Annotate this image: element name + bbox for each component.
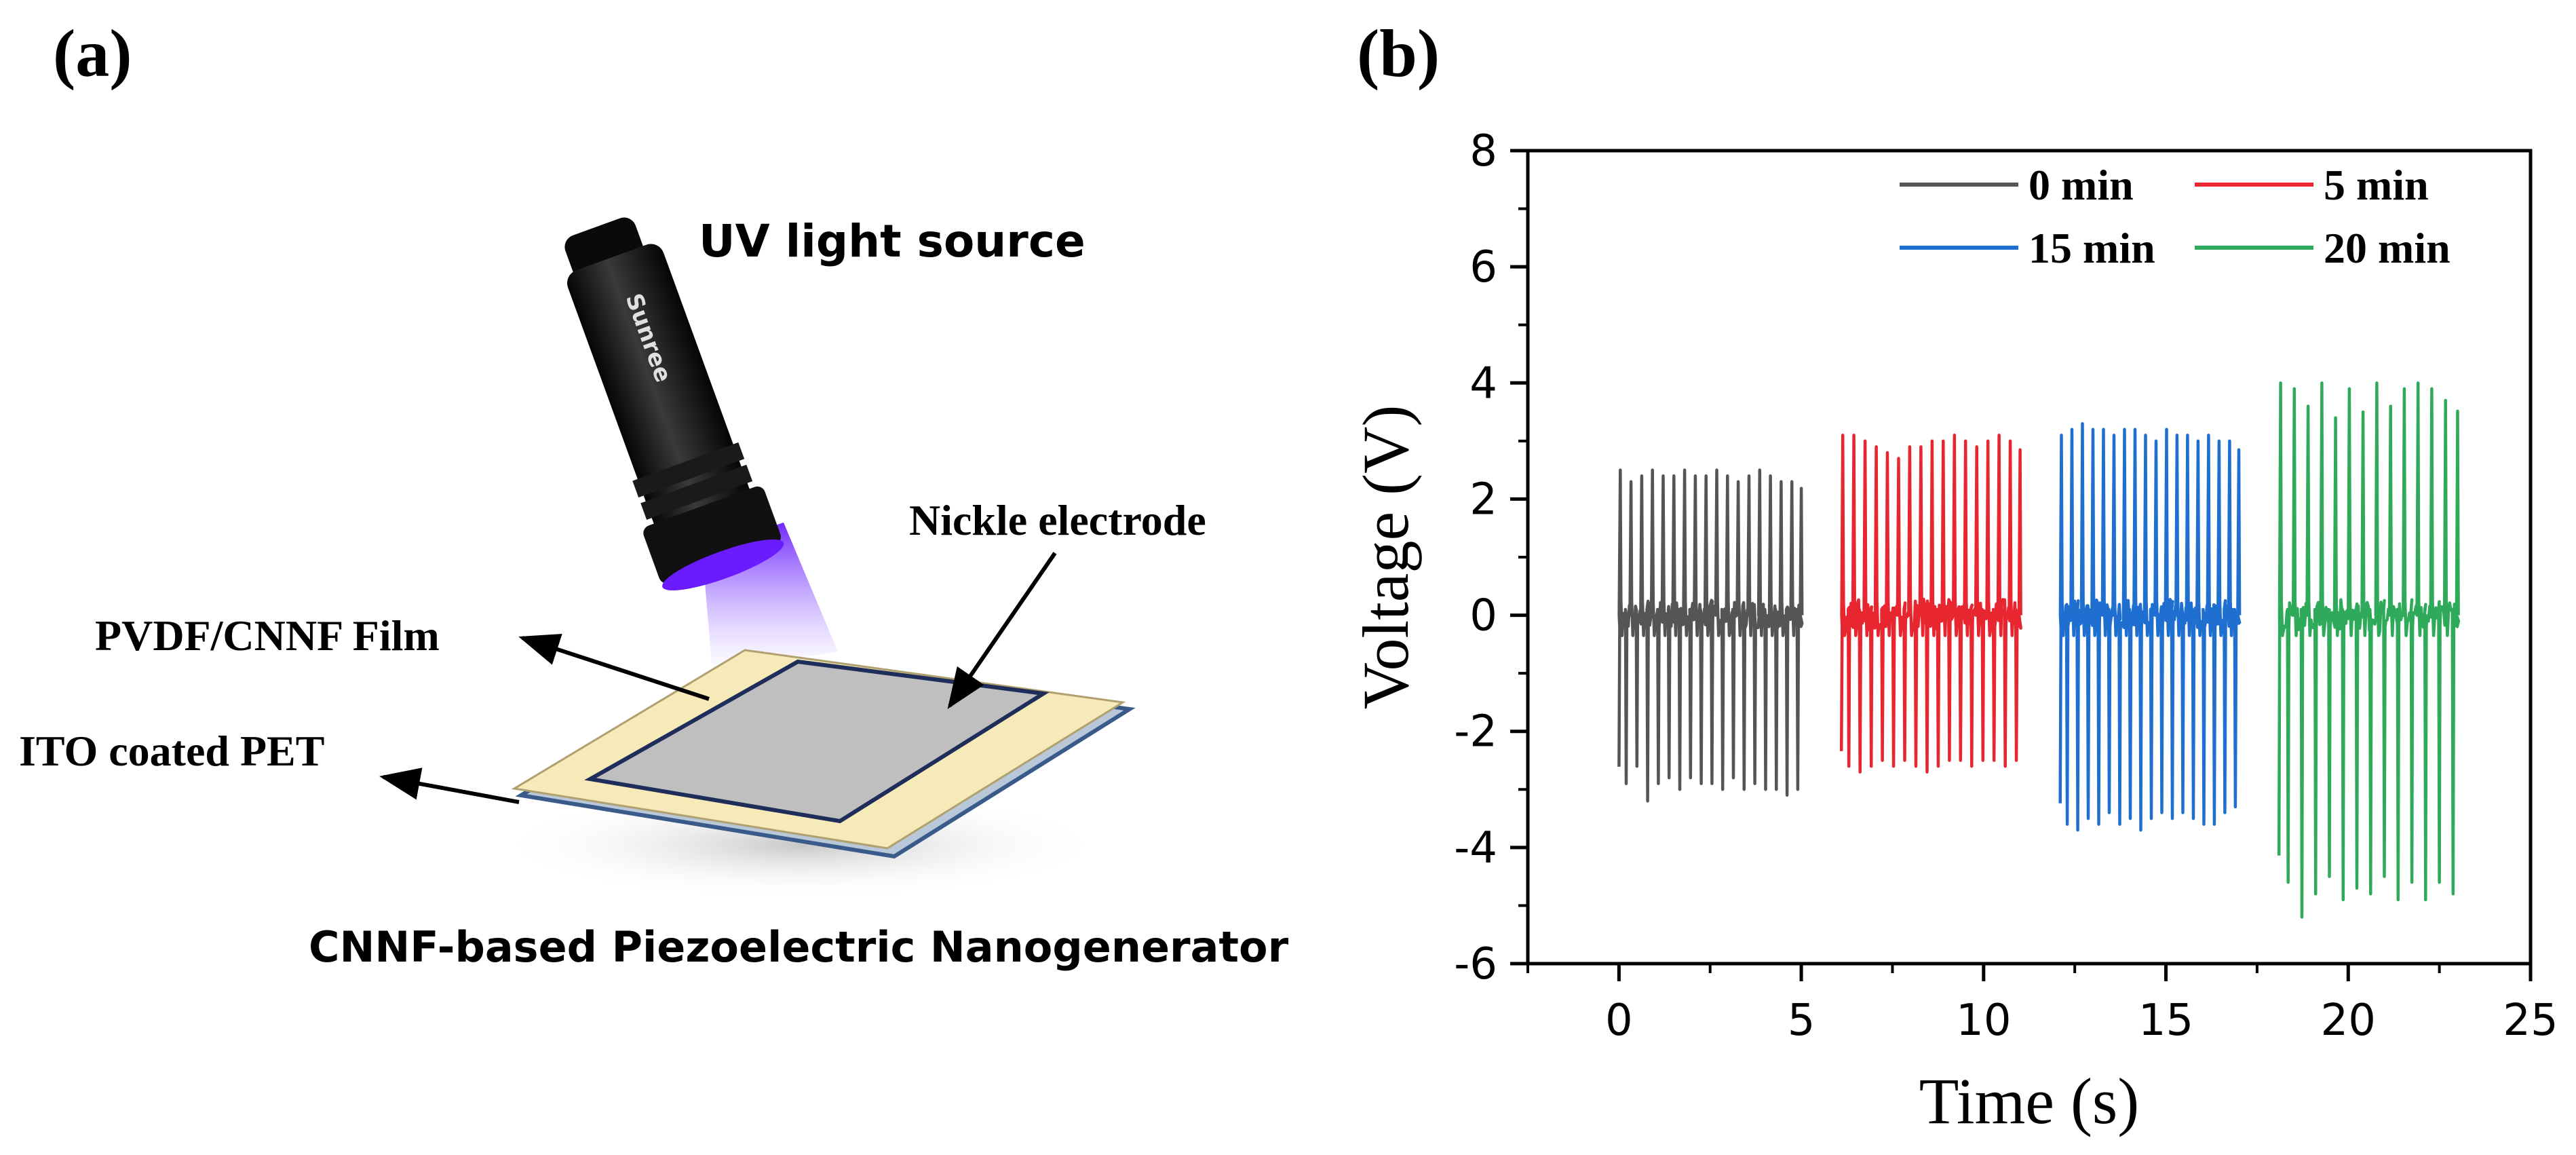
x-tick-label: 25 [2503, 996, 2558, 1046]
x-tick-label: 0 [1605, 996, 1633, 1046]
uv-light-source-label: UV light source [699, 215, 1085, 267]
series-layer [1617, 381, 2461, 919]
panel-b: (b) 0 5 10 15 20 25 -6 -4 -2 0 2 4 6 8 Time (s) Volt… [1349, 16, 2558, 1137]
series-line-20-min [2277, 381, 2461, 919]
x-axis: 0 5 10 15 20 25 [1526, 964, 2558, 1046]
legend-label-15min: 15 min [2029, 224, 2155, 272]
series-line-0-min [1617, 468, 1804, 803]
panel-a: (a) Sunree UV light source Nickle electr… [19, 16, 1289, 972]
x-tick-label: 15 [2138, 996, 2193, 1046]
y-tick-label: -2 [1454, 707, 1497, 757]
y-tick-label: -4 [1454, 823, 1497, 873]
ito-coated-pet-label: ITO coated PET [19, 727, 324, 775]
pvdf-cnnf-film-label: PVDF/CNNF Film [95, 611, 440, 660]
flashlight-head [643, 486, 781, 584]
nickle-electrode-arrow [947, 552, 1057, 709]
series-line-15-min [2058, 421, 2242, 832]
pvdf-cnnf-film-arrow [518, 633, 710, 701]
x-tick-label: 10 [1956, 996, 2011, 1046]
nanogenerator-device [495, 649, 1136, 899]
legend-label-0min: 0 min [2029, 161, 2134, 209]
y-tick-label: 4 [1469, 358, 1497, 409]
flashlight-grip-ring [632, 442, 745, 498]
panel-b-label: (b) [1357, 16, 1440, 91]
y-tick-label: -6 [1454, 939, 1497, 989]
nickle-electrode-label: Nickle electrode [909, 496, 1206, 544]
x-tick-label: 5 [1788, 996, 1815, 1046]
y-axis-title: Voltage (V) [1349, 405, 1422, 710]
y-axis: -6 -4 -2 0 2 4 6 8 [1454, 126, 1528, 989]
legend-label-20min: 20 min [2324, 224, 2450, 272]
ito-coated-pet-arrow [379, 768, 520, 804]
legend: 0 min 5 min 15 min 20 min [1900, 161, 2450, 272]
x-tick-label: 20 [2321, 996, 2376, 1046]
nickle-electrode [584, 659, 1050, 824]
y-tick-label: 0 [1469, 591, 1497, 641]
plot-frame [1526, 149, 2533, 966]
y-tick-label: 2 [1469, 474, 1497, 525]
flashlight-grip-ring-2 [640, 464, 753, 520]
y-tick-label: 8 [1469, 126, 1497, 176]
legend-label-5min: 5 min [2324, 161, 2429, 209]
x-axis-title: Time (s) [1919, 1065, 2140, 1137]
y-tick-label: 6 [1469, 242, 1497, 292]
panel-a-label: (a) [53, 16, 132, 91]
flashlight-lens [662, 539, 784, 591]
series-line-5-min [1839, 434, 2022, 774]
device-caption: CNNF-based Piezoelectric Nanogenerator [309, 922, 1289, 972]
uv-flashlight: Sunree [564, 217, 838, 672]
